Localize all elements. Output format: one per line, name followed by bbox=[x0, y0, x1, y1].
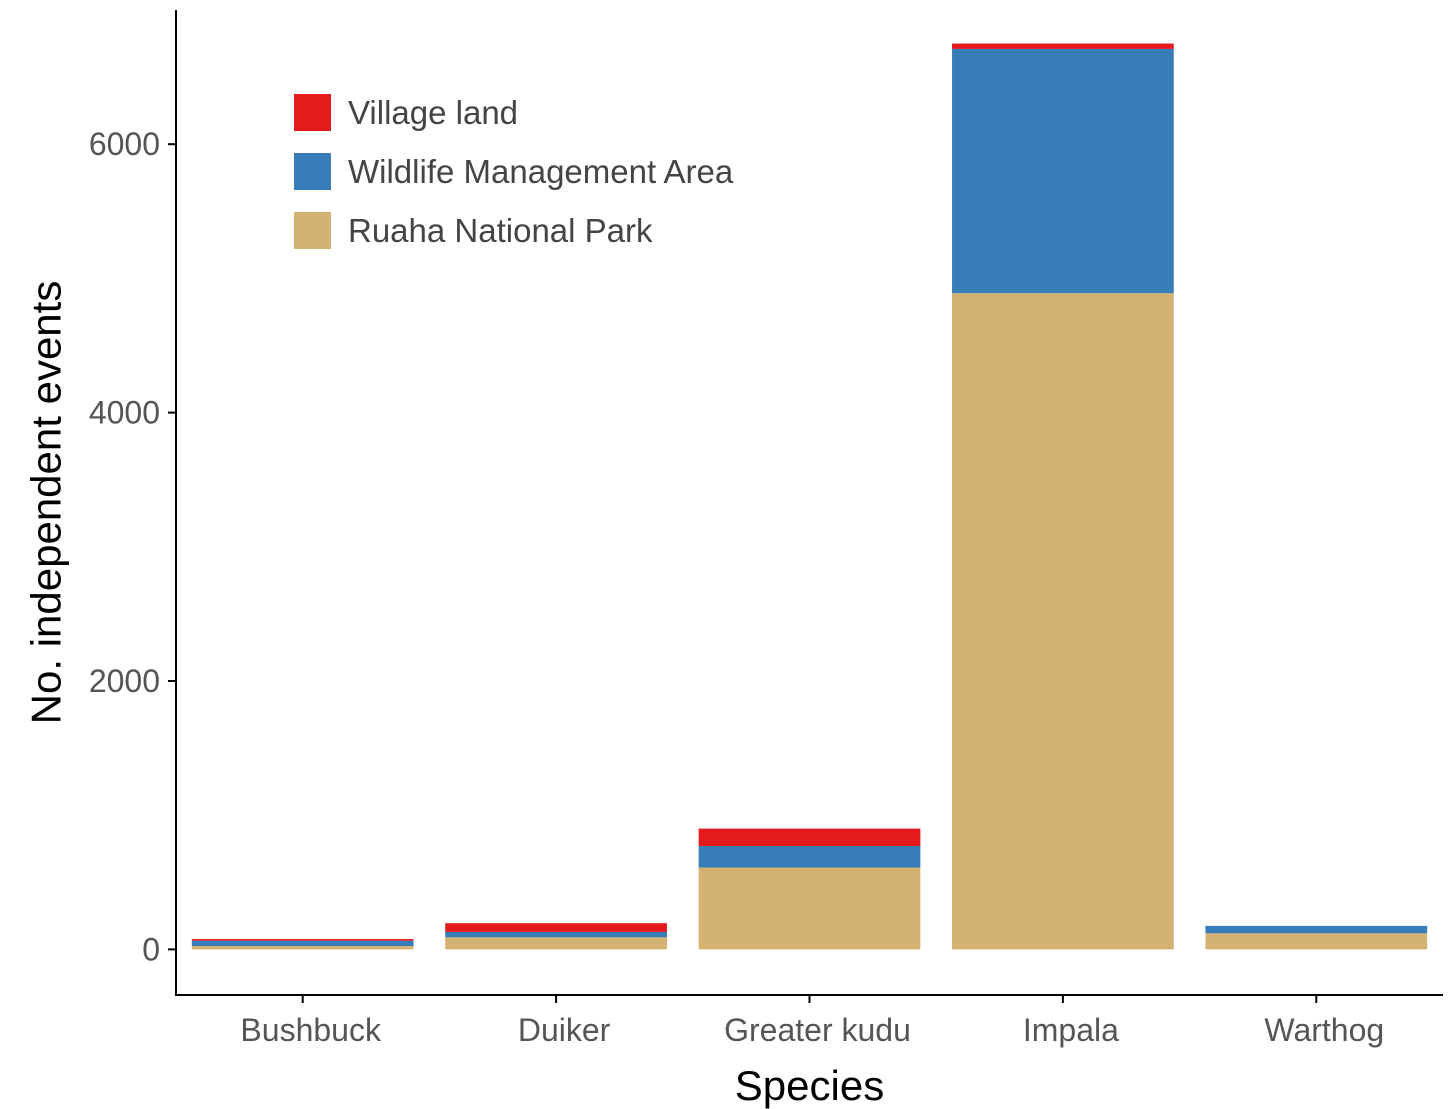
legend-label: Wildlife Management Area bbox=[348, 153, 734, 190]
bar-warthog-wildlife-management-area bbox=[1205, 925, 1428, 934]
legend-label: Village land bbox=[348, 94, 518, 131]
legend-swatch bbox=[294, 212, 331, 249]
bar-impala-village-land bbox=[952, 43, 1174, 49]
bar-greater-kudu-village-land bbox=[698, 828, 921, 847]
bar-bushbuck-ruaha-national-park bbox=[191, 946, 414, 950]
bar-greater-kudu-wildlife-management-area bbox=[698, 846, 921, 868]
bars-layer bbox=[191, 43, 1428, 950]
y-axis-ticks: 0 2000 4000 6000 bbox=[89, 126, 176, 967]
y-tick-label: 2000 bbox=[89, 663, 160, 699]
bar-duiker-ruaha-national-park bbox=[445, 937, 667, 950]
legend: Village land Wildlife Management Area Ruah… bbox=[294, 94, 734, 249]
legend-swatch bbox=[294, 94, 331, 131]
bar-bushbuck-village-land bbox=[191, 939, 414, 941]
y-tick-label: 6000 bbox=[89, 126, 160, 162]
y-tick-label: 4000 bbox=[89, 395, 160, 431]
x-tick-label: Greater kudu bbox=[724, 1012, 911, 1048]
bar-duiker-village-land bbox=[445, 923, 667, 932]
bar-impala-ruaha-national-park bbox=[952, 293, 1174, 950]
x-tick-label: Impala bbox=[1023, 1012, 1119, 1048]
x-axis-ticks: Bushbuck Duiker Greater kudu Impala Warthog bbox=[240, 995, 1384, 1048]
bar-greater-kudu-ruaha-national-park bbox=[698, 867, 921, 950]
x-tick-label: Bushbuck bbox=[240, 1012, 382, 1048]
x-tick-label: Duiker bbox=[518, 1012, 611, 1048]
x-tick-label: Warthog bbox=[1264, 1012, 1384, 1048]
bar-warthog-ruaha-national-park bbox=[1205, 933, 1428, 950]
legend-label: Ruaha National Park bbox=[348, 212, 653, 249]
bar-bushbuck-wildlife-management-area bbox=[191, 940, 414, 947]
y-tick-label: 0 bbox=[142, 931, 160, 967]
legend-swatch bbox=[294, 153, 331, 190]
y-axis-title: No. independent events bbox=[23, 281, 70, 725]
x-axis-title: Species bbox=[735, 1062, 884, 1109]
bar-duiker-wildlife-management-area bbox=[445, 931, 667, 938]
bar-impala-wildlife-management-area bbox=[952, 48, 1174, 294]
